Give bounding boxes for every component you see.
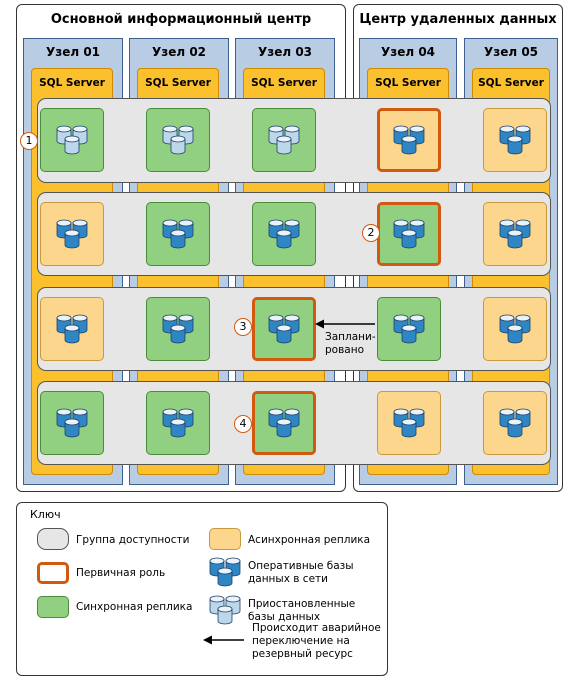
legend-online-db: Оперативные базы данных в сети — [248, 560, 354, 586]
async-replica — [40, 297, 104, 361]
legend-online-db-line1: Оперативные базы — [248, 560, 354, 572]
sql-server-01-label: SQL Server — [39, 77, 105, 89]
callout-4: 4 — [234, 415, 252, 433]
legend-availability-group: Группа доступности — [76, 534, 190, 546]
legend-failover: Происходит аварийное переключение на рез… — [252, 622, 381, 661]
sync-replica — [146, 202, 210, 266]
sql-server-05-label: SQL Server — [478, 77, 544, 89]
node-02-label: Узел 02 — [151, 45, 207, 59]
legend-failover-line1: Происходит аварийное — [252, 622, 381, 634]
legend-sync-replica: Синхронная реплика — [76, 601, 193, 613]
failover-arrow — [315, 319, 375, 329]
legend-swatch-primary-role — [37, 562, 69, 584]
sql-server-04-label: SQL Server — [375, 77, 441, 89]
legend-failover-line2: переключение на — [252, 635, 350, 647]
node-01-label: Узел 01 — [45, 45, 101, 59]
legend-suspended-db-line1: Приостановленные — [248, 598, 356, 610]
async-replica — [483, 391, 547, 455]
legend-online-db-icon — [208, 556, 242, 587]
legend-async-replica: Асинхронная реплика — [248, 534, 371, 546]
node-04-label: Узел 04 — [380, 45, 436, 59]
async-replica — [483, 297, 547, 361]
legend-failover-line3: резервный ресурс — [252, 648, 353, 660]
legend-failover-arrow — [203, 635, 244, 645]
callout-3: 3 — [234, 318, 252, 336]
callout-1: 1 — [20, 132, 38, 150]
failover-note-line2: ровано — [325, 344, 365, 356]
async-replica — [40, 202, 104, 266]
sql-server-02-label: SQL Server — [145, 77, 211, 89]
legend-suspended-db-icon — [208, 594, 242, 625]
sync-replica — [252, 108, 316, 172]
legend-title: Ключ — [30, 508, 61, 521]
callout-2: 2 — [362, 224, 380, 242]
primary-replica — [252, 297, 316, 361]
async-replica — [483, 202, 547, 266]
primary-replica — [377, 108, 441, 172]
failover-note: Заплани- ровано — [325, 331, 376, 357]
node-03-label: Узел 03 — [257, 45, 313, 59]
primary-replica — [252, 391, 316, 455]
legend-online-db-line2: данных в сети — [248, 573, 328, 585]
remote-datacenter-title: Центр удаленных данных — [359, 12, 557, 27]
legend-suspended-db-line2: базы данных — [248, 611, 321, 623]
legend-suspended-db: Приостановленные базы данных — [248, 598, 355, 624]
legend-swatch-sync-replica — [37, 596, 69, 618]
primary-replica — [377, 202, 441, 266]
sql-server-03-label: SQL Server — [251, 77, 317, 89]
async-replica — [483, 108, 547, 172]
node-05-label: Узел 05 — [483, 45, 539, 59]
sync-replica — [377, 297, 441, 361]
sync-replica — [40, 108, 104, 172]
async-replica — [377, 391, 441, 455]
sync-replica — [146, 391, 210, 455]
sync-replica — [146, 108, 210, 172]
legend-swatch-availability-group — [37, 528, 69, 550]
primary-datacenter-title: Основной информационный центр — [50, 12, 312, 27]
sync-replica — [252, 202, 316, 266]
sync-replica — [40, 391, 104, 455]
legend-primary-role: Первичная роль — [76, 567, 166, 579]
legend — [16, 502, 388, 676]
failover-note-line1: Заплани- — [325, 331, 376, 343]
legend-swatch-async-replica — [209, 528, 241, 550]
sync-replica — [146, 297, 210, 361]
